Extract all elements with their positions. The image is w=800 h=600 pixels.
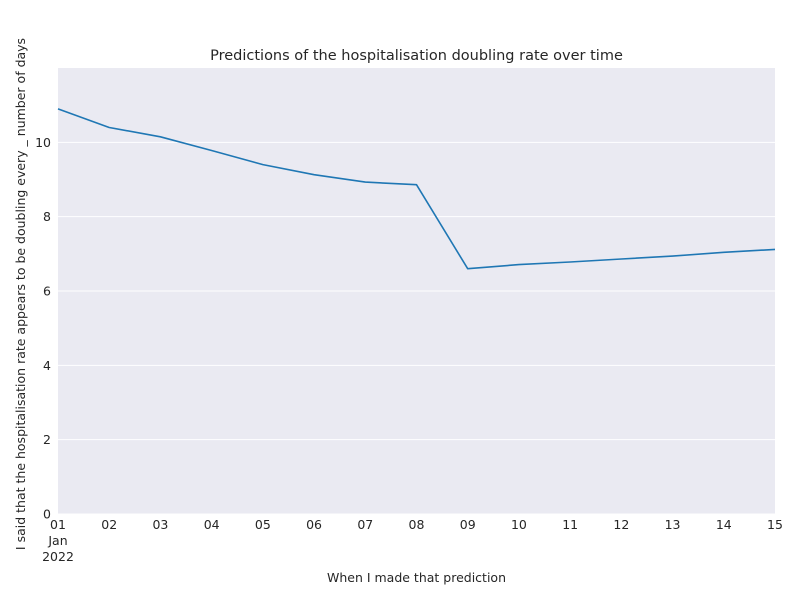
x-tick-label: 13 (665, 517, 681, 532)
y-tick-label: 4 (43, 358, 51, 373)
series-line (57, 108, 776, 270)
x-tick-label: 01 (50, 517, 66, 532)
y-tick-label: 10 (35, 135, 51, 150)
grid-lines (58, 141, 775, 515)
x-tick-label: 11 (562, 517, 578, 532)
x-tick-label: 02 (101, 517, 117, 532)
x-tick-label: 09 (460, 517, 476, 532)
x-axis-month-label: Jan (47, 533, 67, 548)
x-axis-ticks: 01 02 03 04 05 06 07 08 09 10 11 12 13 14 15 (50, 517, 783, 532)
x-axis-year-label: 2022 (42, 549, 74, 564)
series-group (57, 108, 776, 270)
x-tick-label: 12 (613, 517, 629, 532)
y-axis-ticks: 0 2 4 6 8 10 (35, 135, 51, 522)
x-tick-label: 08 (409, 517, 425, 532)
y-tick-label: 2 (43, 432, 51, 447)
x-tick-label: 05 (255, 517, 271, 532)
x-tick-label: 10 (511, 517, 527, 532)
y-tick-label: 8 (43, 209, 51, 224)
y-axis-title: I said that the hospitalisation rate app… (13, 38, 28, 550)
x-tick-label: 14 (716, 517, 732, 532)
x-tick-label: 15 (767, 517, 783, 532)
y-tick-label: 6 (43, 284, 51, 299)
y-tick-label: 0 (43, 507, 51, 522)
chart-title: Predictions of the hospitalisation doubl… (210, 48, 623, 64)
x-tick-label: 04 (204, 517, 220, 532)
x-tick-label: 07 (357, 517, 373, 532)
x-tick-label: 03 (152, 517, 168, 532)
x-axis-title: When I made that prediction (327, 570, 506, 585)
x-tick-label: 06 (306, 517, 322, 532)
